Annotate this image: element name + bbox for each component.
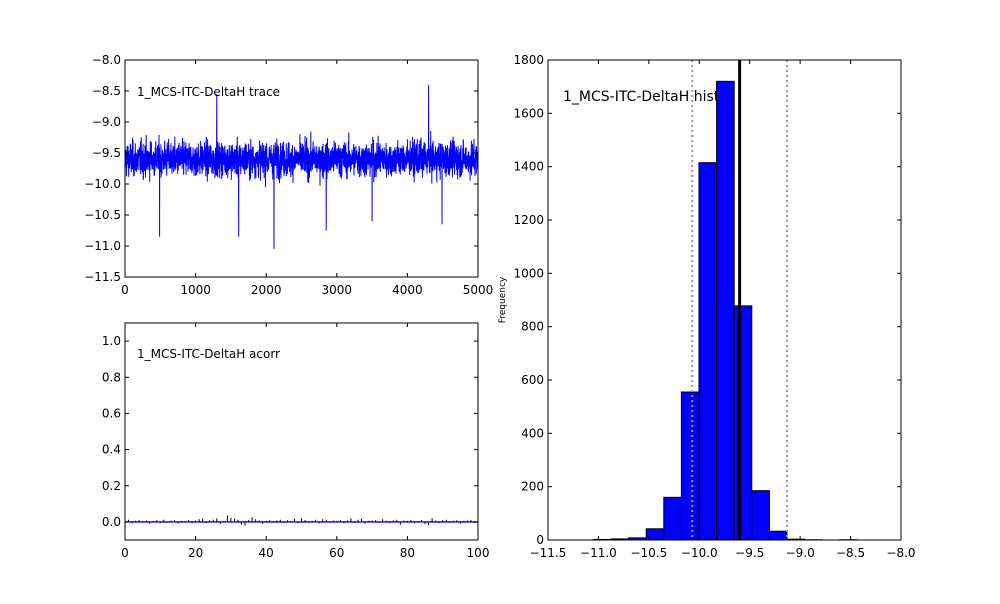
hist-bar — [664, 497, 682, 540]
acorr-xtick-label: 20 — [188, 546, 203, 560]
trace-series — [125, 85, 478, 249]
trace-ytick-label: −9.5 — [92, 146, 121, 160]
trace-ytick-label: −11.0 — [84, 239, 121, 253]
hist-xtick-label: −10.0 — [681, 546, 718, 560]
acorr-ytick-label: 0.8 — [102, 370, 121, 384]
hist-bar — [734, 306, 752, 540]
acorr-ytick-label: 0.4 — [102, 443, 121, 457]
hist-xtick-label: −11.5 — [530, 546, 567, 560]
trace-ytick-label: −10.5 — [84, 208, 121, 222]
trace-xtick-label: 2000 — [251, 283, 282, 297]
acorr-xtick-label: 40 — [259, 546, 274, 560]
hist-ytick-label: 1400 — [513, 160, 544, 174]
trace-panel: 0 1000 2000 3000 4000 5000 −8.0 −8.5 −9.0 −9.5 −10… — [84, 53, 493, 297]
hist-title: 1_MCS-ITC-DeltaH hist — [563, 89, 720, 105]
acorr-title: 1_MCS-ITC-DeltaH acorr — [137, 347, 280, 361]
hist-xtick-label: −10.5 — [630, 546, 667, 560]
hist-xtick-label: −9.0 — [786, 546, 815, 560]
trace-xtick-label: 3000 — [322, 283, 353, 297]
hist-ytick-label: 200 — [521, 480, 544, 494]
acorr-series — [125, 516, 478, 526]
trace-ytick-label: −11.5 — [84, 270, 121, 284]
hist-xtick-label: −11.0 — [580, 546, 617, 560]
hist-panel: −11.5 −11.0 −10.5 −10.0 −9.5 −9.0 −8.5 −8.0 0 200… — [498, 53, 916, 560]
trace-ytick-label: −8.0 — [92, 53, 121, 67]
acorr-ytick-label: 0.2 — [102, 479, 121, 493]
hist-xtick-label: −8.0 — [886, 546, 915, 560]
hist-bar — [717, 81, 735, 540]
trace-xtick-label: 1000 — [180, 283, 211, 297]
hist-bar — [752, 491, 770, 540]
acorr-ytick-label: 1.0 — [102, 334, 121, 348]
hist-ytick-label: 1600 — [513, 106, 544, 120]
trace-xtick-label: 0 — [121, 283, 129, 297]
acorr-xtick-label: 0 — [121, 546, 129, 560]
hist-ytick-label: 1000 — [513, 266, 544, 280]
trace-ytick-label: −9.0 — [92, 115, 121, 129]
hist-ytick-label: 1200 — [513, 213, 544, 227]
trace-xtick-label: 4000 — [392, 283, 423, 297]
acorr-ytick-label: 0.6 — [102, 406, 121, 420]
trace-line — [125, 85, 478, 249]
hist-bar — [681, 392, 699, 540]
hist-xtick-label: −9.5 — [735, 546, 764, 560]
trace-title: 1_MCS-ITC-DeltaH trace — [137, 85, 280, 99]
hist-ytick-label: 600 — [521, 373, 544, 387]
hist-ylabel: Frequency — [498, 276, 508, 323]
hist-xtick-label: −8.5 — [836, 546, 865, 560]
trace-ytick-label: −10.0 — [84, 177, 121, 191]
hist-ytick-label: 800 — [521, 320, 544, 334]
hist-bars — [593, 81, 857, 540]
acorr-xtick-label: 80 — [400, 546, 415, 560]
hist-ytick-label: 0 — [536, 533, 544, 547]
trace-ytick-label: −8.5 — [92, 84, 121, 98]
trace-xtick-label: 5000 — [463, 283, 494, 297]
acorr-xtick-label: 60 — [329, 546, 344, 560]
acorr-ytick-label: 0.0 — [102, 515, 121, 529]
hist-ytick-label: 400 — [521, 426, 544, 440]
acorr-panel: 0 20 40 60 80 100 0.0 0.2 0.4 0.6 0.8 1.0 1_MCS-ITC… — [102, 323, 490, 560]
acorr-xtick-label: 100 — [467, 546, 490, 560]
hist-ytick-label: 1800 — [513, 53, 544, 67]
hist-bar — [769, 531, 787, 540]
hist-bar — [699, 163, 717, 540]
